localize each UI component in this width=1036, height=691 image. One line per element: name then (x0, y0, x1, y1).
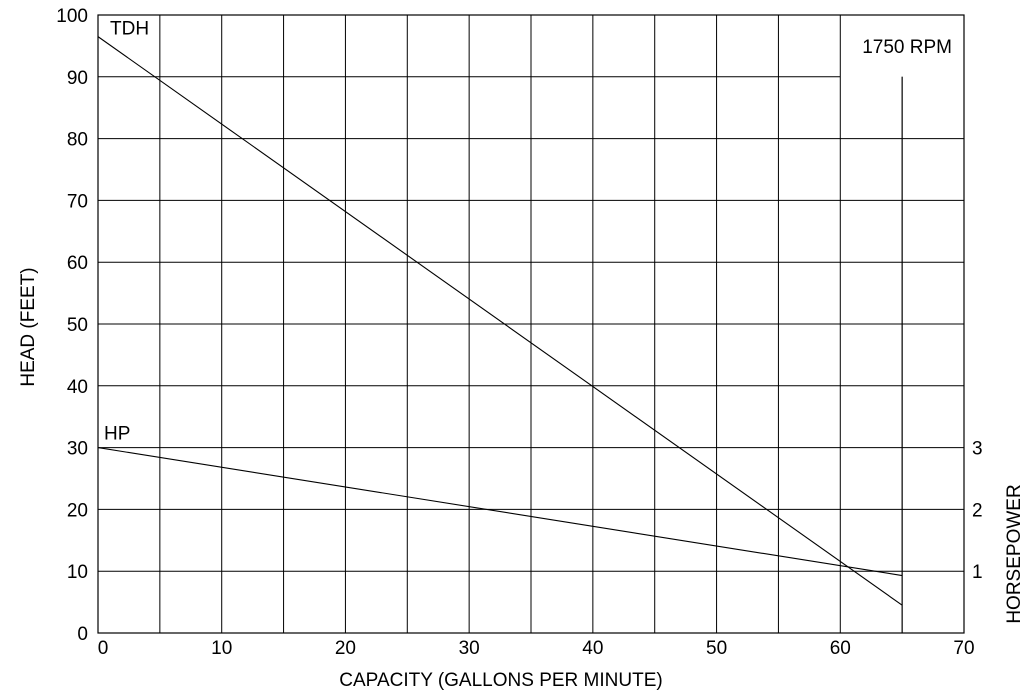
grid (97, 14, 965, 634)
rpm-annotation: 1750 RPM (862, 37, 952, 58)
series-label-tdh: TDH (110, 19, 149, 40)
x-tick-label: 10 (211, 638, 232, 659)
plot-frame (97, 14, 965, 634)
tick-labels: 0 10 20 30 40 50 60 70 0 10 20 30 40 50 60 70 80 90 100 1 2 3 (56, 6, 982, 659)
series-label-hp: HP (104, 424, 130, 445)
y-tick-label: 20 (67, 500, 88, 521)
series-line-tdh (97, 36, 903, 606)
x-tick-label: 60 (830, 638, 851, 659)
y-tick-label: 70 (67, 191, 88, 212)
y-tick-label: 90 (67, 68, 88, 89)
x-tick-label: 70 (953, 638, 974, 659)
y-tick-label: 60 (67, 253, 88, 274)
y-tick-label: 30 (67, 439, 88, 460)
x-tick-label: 50 (706, 638, 727, 659)
y-tick-label: 100 (56, 6, 88, 27)
x-axis-label: CAPACITY (GALLONS PER MINUTE) (339, 670, 662, 691)
y2-tick-label: 2 (972, 500, 983, 521)
y-tick-label: 80 (67, 130, 88, 151)
y2-tick-label: 3 (972, 439, 983, 460)
y-tick-label: 40 (67, 377, 88, 398)
x-tick-label: 40 (582, 638, 603, 659)
y2-tick-label: 1 (972, 562, 983, 583)
y2-axis-label: HORSEPOWER (1004, 484, 1025, 623)
y-tick-label: 50 (67, 315, 88, 336)
x-tick-label: 20 (335, 638, 356, 659)
x-tick-label: 30 (459, 638, 480, 659)
x-tick-label: 0 (98, 638, 109, 659)
y-axis-label: HEAD (FEET) (18, 267, 39, 386)
series-line-hp (97, 447, 903, 577)
y-tick-label: 0 (77, 624, 88, 645)
y-tick-label: 10 (67, 562, 88, 583)
series-lines: TDH HP (97, 19, 903, 606)
